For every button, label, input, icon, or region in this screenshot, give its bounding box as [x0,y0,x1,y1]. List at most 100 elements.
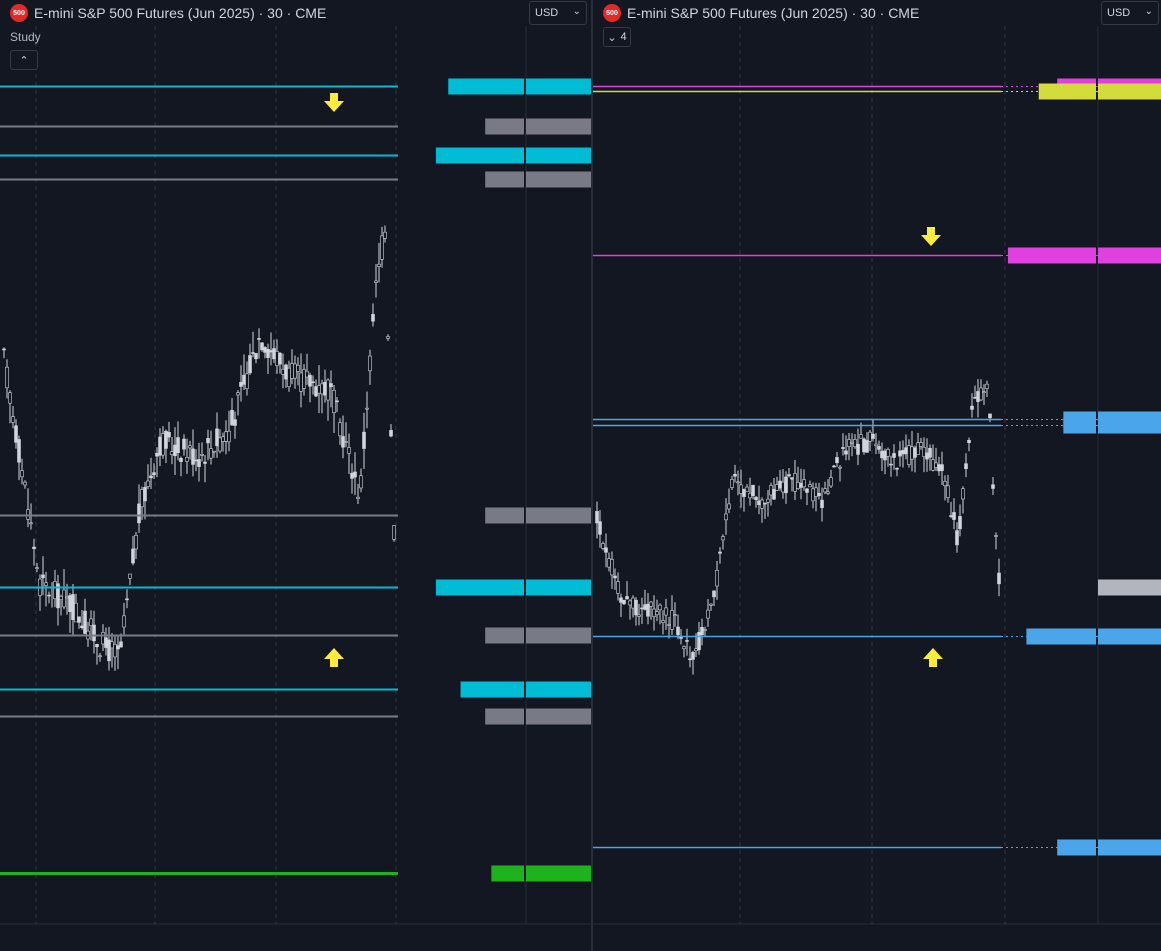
candle-body [380,235,384,260]
candle-body [943,481,947,486]
candle-body [269,350,273,353]
chevron-down-icon: ⌄ [1144,6,1153,17]
candle-body [347,447,351,454]
candle-body [895,467,899,470]
candle-body [640,607,644,610]
candle-body [733,474,737,477]
candle-body [155,452,159,457]
candle-body [865,440,869,453]
candle-body [991,484,995,489]
candle-body [946,485,950,498]
candle-body [664,607,668,616]
level-value-box [526,865,591,882]
candle-body [982,391,986,394]
study-label: Study [10,30,41,44]
candle-body [670,610,674,630]
candle-body [883,450,887,461]
candle-body [712,590,716,598]
candle-body [997,572,1001,585]
collapse-legend-button[interactable]: ⌃ [10,50,38,70]
candle-body [967,439,971,444]
level-value-box [1098,628,1161,645]
candle-body [389,430,393,437]
level-name-box [448,78,524,95]
candle-body [218,437,222,452]
candle-body [329,383,333,388]
chevron-down-icon: ⌄ [607,31,617,44]
symbol-title[interactable]: E-mini S&P 500 Futures (Jun 2025) · 30 ·… [34,5,327,21]
candle-body [83,610,87,634]
candle-body [850,442,854,444]
level-name-box [1007,247,1096,264]
currency-value: USD [1107,7,1131,19]
candle-body [92,624,96,642]
candle-body [805,488,809,493]
last-price-box [1098,579,1161,596]
candle-body [65,596,69,599]
currency-selector[interactable]: USD ⌄ [529,1,587,25]
chart-pane-right[interactable]: 500 E-mini S&P 500 Futures (Jun 2025) · … [593,0,1161,951]
candle-body [56,583,60,609]
candle-body [368,355,372,372]
candle-body [751,484,755,497]
candle-body [934,462,938,468]
candle-body [973,397,977,399]
candle-body [374,280,378,283]
candle-body [191,448,195,465]
candle-body [667,624,671,626]
currency-value: USD [535,7,559,19]
candle-body [74,602,78,623]
candle-body [862,438,866,453]
candle-body [11,416,15,423]
candle-body [377,263,381,267]
candle-body [730,479,734,488]
candle-body [158,436,162,456]
candle-body [745,486,749,492]
candle-body [787,474,791,477]
candle-body [919,442,923,447]
candle-body [808,484,812,488]
candle-body [700,627,704,635]
candle-body [137,503,141,524]
currency-selector[interactable]: USD ⌄ [1101,1,1159,25]
pane-divider[interactable] [591,0,593,951]
candle-body [823,488,827,493]
candle-body [754,496,758,500]
candle-body [910,446,914,460]
candle-body [772,489,776,500]
candle-body [904,447,908,455]
candle-body [676,626,680,636]
candle-body [778,480,782,489]
candle-body [916,442,920,455]
arrow-down-icon [324,93,344,112]
candle-body [260,342,264,351]
candle-body [799,483,803,488]
candle-body [149,475,153,479]
candle-body [350,472,354,479]
candle-body [254,353,258,360]
candle-body [110,641,114,649]
chart-pane-left[interactable]: 500 E-mini S&P 500 Futures (Jun 2025) · … [0,0,591,951]
level-name-box [485,708,524,725]
candle-body [706,609,710,619]
level-name-box [485,507,524,524]
candle-body [122,615,126,628]
candle-body [296,364,300,372]
candle-body [595,511,599,524]
candle-body [251,352,255,354]
candle-body [200,454,204,456]
indicator-count: 4 [620,31,627,43]
indicators-toggle-button[interactable]: ⌄ 4 [603,27,631,47]
price-chart-left[interactable] [0,0,591,951]
candle-body [598,521,602,535]
candle-body [383,231,387,239]
candle-body [5,366,9,389]
price-chart-right[interactable] [593,0,1161,951]
candle-body [299,372,303,392]
candle-body [266,348,270,358]
candle-body [62,589,66,608]
candle-body [976,391,980,402]
symbol-title[interactable]: E-mini S&P 500 Futures (Jun 2025) · 30 ·… [627,5,920,21]
candle-body [113,644,117,658]
candle-body [332,389,336,413]
